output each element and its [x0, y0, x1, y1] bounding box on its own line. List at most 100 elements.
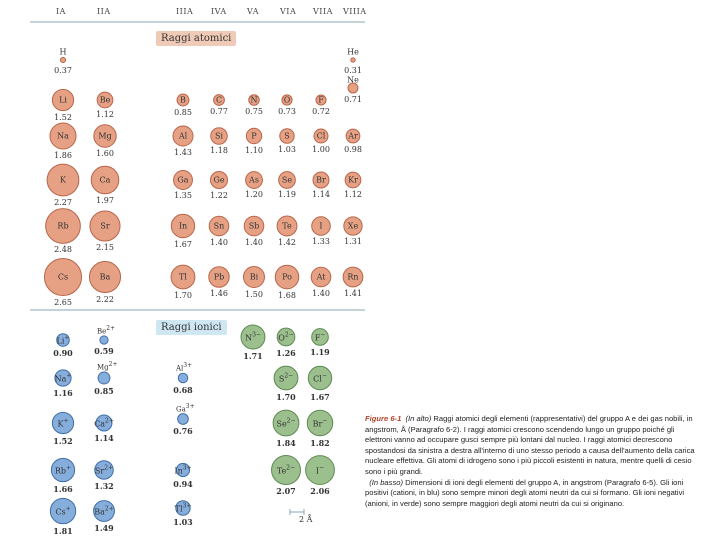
atom-symbol-ar: Ar: [348, 131, 358, 141]
atom-symbol-po: Po: [282, 272, 292, 282]
atom-he: [350, 57, 356, 63]
atom-radius-ne: 0.71: [344, 94, 362, 104]
ion-radius-rb: 1.66: [53, 483, 73, 494]
atom-radius-bi: 1.50: [245, 289, 263, 299]
group-header-viiia: VIIIA: [343, 7, 367, 16]
ion-radius-ba: 1.49: [94, 523, 114, 534]
atom-radius-te: 1.42: [278, 237, 296, 247]
ion-symbol: N: [245, 333, 253, 343]
atom-radius-se: 1.19: [278, 190, 296, 200]
ion-radius-i: 2.06: [310, 486, 330, 497]
atom-c: [213, 94, 225, 106]
ion-symbol: Ga: [176, 405, 186, 413]
ion-mg: [97, 371, 111, 385]
ion-o: [276, 327, 296, 347]
ion-charge: 3+: [183, 362, 193, 370]
atom-n: [248, 94, 260, 106]
ion-charge: +: [65, 505, 71, 513]
ion-symbol: Rb: [54, 466, 67, 476]
atom-symbol-ne: Ne: [347, 75, 359, 85]
ion-label-te: Te2−: [277, 465, 295, 476]
ion-cs: [49, 497, 77, 525]
ion-radius-o: 1.26: [276, 347, 296, 358]
scale-label: 2 Å: [299, 515, 313, 524]
ion-k: [51, 411, 75, 435]
ion-radius-al: 0.68: [173, 384, 193, 395]
atom-li: [51, 88, 75, 112]
ion-charge: −: [321, 372, 327, 380]
caption-part2: Dimensioni di ioni degli elementi del gr…: [365, 477, 685, 508]
atom-symbol-te: Te: [282, 221, 292, 231]
atom-radius-kr: 1.12: [344, 189, 362, 199]
atom-symbol-ba: Ba: [99, 272, 111, 282]
atom-mg: [93, 124, 117, 148]
atom-symbol-si: Si: [214, 131, 224, 141]
ion-symbol: In: [174, 466, 183, 476]
atom-symbol-br: Br: [316, 175, 326, 185]
atom-f: [315, 94, 327, 106]
ion-radius-k: 1.52: [53, 435, 73, 446]
ion-radius-ga: 0.76: [173, 426, 193, 437]
atom-sr: [89, 210, 121, 242]
group-header-via: VIA: [280, 7, 297, 16]
atom-radius-na: 1.86: [54, 151, 72, 161]
ion-symbol: F: [314, 333, 321, 343]
ion-se: [272, 409, 300, 437]
atom-radius-po: 1.68: [278, 290, 296, 300]
atom-radius-rb: 2.48: [54, 245, 72, 255]
ion-charge: +: [63, 417, 69, 425]
atom-s: [279, 128, 295, 144]
ion-symbol: O: [278, 333, 285, 343]
ion-symbol: Se: [276, 419, 287, 429]
ion-label-sr: Sr2+: [95, 465, 113, 476]
ion-label-k: K+: [57, 418, 68, 429]
ion-radius-na: 1.16: [53, 388, 73, 399]
ion-radius-se: 1.84: [276, 437, 296, 448]
atom-ga: [173, 170, 193, 190]
ion-radius-in: 0.94: [173, 478, 193, 489]
atom-radius-cs: 2.65: [54, 297, 72, 307]
atom-radius-ba: 2.22: [96, 294, 114, 304]
group-header-va: VA: [247, 7, 260, 16]
atom-po: [274, 264, 300, 290]
atom-symbol-f: F: [318, 95, 324, 105]
ion-tl: [175, 500, 191, 516]
ion-ga: [177, 413, 189, 425]
ion-charge: 2+: [104, 505, 114, 513]
caption-part1-tag: (In alto): [405, 414, 432, 423]
ion-na: [54, 369, 72, 387]
ion-label-n: N3−: [245, 332, 261, 343]
atom-radius-sn: 1.40: [210, 237, 228, 247]
atom-radius-tl: 1.70: [174, 290, 192, 300]
atom-radius-ge: 1.22: [210, 190, 228, 200]
ion-radius-n: 1.71: [243, 350, 263, 361]
ion-radius-be: 0.59: [94, 346, 114, 357]
atomic-radii-title: Raggi atomici: [156, 31, 237, 46]
atom-pb: [208, 266, 230, 288]
atom-symbol-at: At: [316, 272, 326, 282]
ion-radius-li: 0.90: [53, 348, 73, 359]
atom-radius-ca: 1.97: [96, 195, 114, 205]
atom-radius-be: 1.12: [96, 109, 114, 119]
ion-symbol: Cs: [55, 507, 66, 517]
atom-symbol-b: B: [180, 95, 186, 105]
ion-charge: −: [320, 331, 326, 339]
ion-label-mg: Mg2+: [97, 361, 118, 371]
ion-al: [177, 372, 189, 384]
ion-symbol: Ca: [94, 419, 106, 429]
ion-radius-sr: 1.32: [94, 481, 114, 492]
atom-ba: [88, 260, 122, 294]
atom-symbol-na: Na: [57, 131, 69, 141]
atom-symbol-mg: Mg: [98, 131, 112, 141]
ion-charge: +: [66, 464, 72, 472]
ion-symbol: Br: [312, 419, 323, 429]
atom-as: [245, 171, 263, 189]
atom-rb: [45, 208, 81, 244]
ion-radius-cl: 1.67: [310, 391, 330, 402]
atom-b: [176, 93, 190, 107]
atom-radius-cl: 1.00: [312, 145, 330, 154]
atom-symbol-ca: Ca: [99, 175, 111, 185]
atom-symbol-as: As: [249, 175, 259, 185]
atom-bi: [243, 266, 265, 288]
atom-rn: [342, 266, 364, 288]
